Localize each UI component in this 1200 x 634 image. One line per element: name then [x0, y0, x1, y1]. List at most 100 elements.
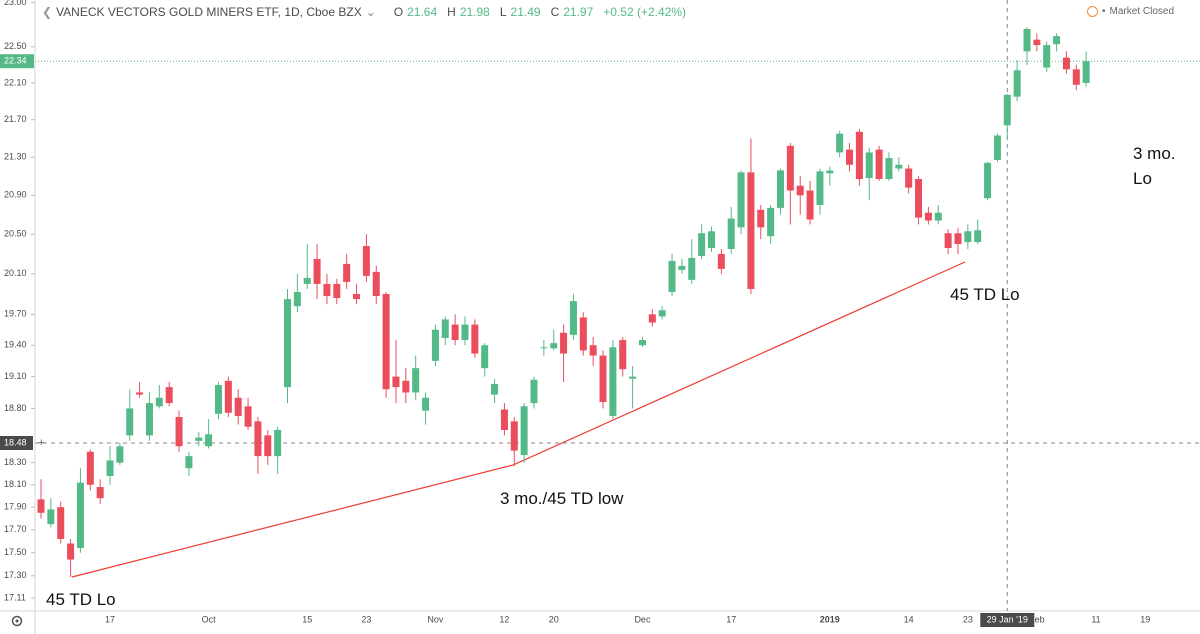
ohlc-label: C	[550, 5, 560, 19]
candle-body	[155, 397, 163, 407]
candle-body	[412, 368, 420, 393]
candle-body	[116, 446, 124, 463]
candle-body	[274, 429, 282, 457]
y-tick-label: 21.30	[4, 152, 27, 162]
candle-body	[234, 397, 242, 416]
candle-body	[589, 345, 597, 356]
settings-icon[interactable]	[11, 615, 23, 627]
candle-body	[688, 257, 696, 280]
y-tick-label: 19.10	[4, 371, 27, 381]
candle-body	[441, 319, 449, 338]
x-tick-label: 23	[361, 614, 371, 624]
candle-body	[491, 383, 499, 395]
symbol-title: VANECK VECTORS GOLD MINERS ETF, 1D, Cboe…	[56, 5, 362, 19]
candle-body	[372, 271, 380, 297]
change: +0.52 (+2.42%)	[603, 5, 686, 19]
candle-body	[915, 179, 923, 218]
collapse-icon[interactable]: ❮	[42, 5, 53, 19]
candle-body	[47, 509, 55, 525]
y-tick-label: 20.90	[4, 190, 27, 200]
y-tick-label: 18.10	[4, 479, 27, 489]
candle-body	[185, 456, 193, 469]
candle-body	[767, 207, 775, 237]
candle-body	[569, 301, 577, 335]
candle-body	[658, 310, 666, 317]
candle-body	[619, 340, 627, 370]
ohlc-label: L	[499, 5, 507, 19]
market-status: • Market Closed	[1087, 6, 1174, 17]
candle-body	[1013, 70, 1021, 97]
candle-body	[1003, 94, 1011, 126]
candle-body	[165, 387, 173, 404]
candle-body	[668, 260, 676, 292]
candle-body	[717, 253, 725, 269]
candle-body	[895, 164, 903, 169]
x-tick-label: 11	[1091, 614, 1100, 624]
clock-icon	[1087, 6, 1099, 17]
status-text: Market Closed	[1109, 6, 1174, 17]
candle-body	[924, 212, 932, 221]
ohlc-value: 21.49	[510, 5, 541, 19]
candle-body	[1072, 69, 1080, 85]
candle-body	[254, 421, 262, 457]
x-tick-label: 14	[904, 614, 914, 624]
candle-body	[777, 170, 784, 208]
crosshair-price-label: 18.48	[4, 437, 27, 447]
candle-body	[136, 392, 144, 395]
candle-body	[698, 233, 706, 256]
candle-body	[540, 347, 548, 349]
candle-body	[422, 397, 430, 411]
candle-body	[293, 291, 301, 307]
last-price-box	[0, 54, 34, 69]
candle-body	[500, 409, 508, 430]
x-tick-label: 23	[963, 614, 973, 624]
candle-body	[974, 230, 982, 243]
last-price-label: 22.34	[4, 56, 27, 66]
candle-body	[648, 314, 656, 323]
y-tick-label: 18.80	[4, 403, 27, 413]
candle-body	[284, 299, 291, 388]
y-tick-label: 17.70	[4, 524, 27, 534]
candle-body	[796, 185, 804, 196]
candle-body	[1062, 57, 1070, 70]
candle-body	[747, 172, 755, 289]
candle-body	[944, 233, 952, 249]
candle-body	[993, 135, 1001, 161]
x-tick-label: Oct	[202, 614, 217, 624]
candle-body	[451, 324, 459, 341]
candle-body	[205, 434, 213, 447]
ohlc-value: 21.64	[407, 5, 438, 19]
candle-body	[244, 406, 252, 427]
candle-body	[836, 133, 844, 153]
y-tick-label: 18.30	[4, 457, 27, 467]
y-tick-label: 17.50	[4, 547, 27, 557]
y-tick-label: 19.40	[4, 340, 27, 350]
candle-body	[1082, 61, 1090, 83]
crosshair-date-label: 29 Jan '19	[987, 614, 1028, 624]
y-tick-label: 17.30	[4, 570, 27, 580]
candle-body	[362, 246, 370, 276]
candle-body	[855, 131, 863, 180]
candle-body	[954, 233, 962, 245]
x-tick-label: 2019	[820, 614, 840, 624]
candle-body	[353, 293, 361, 300]
candle-body	[67, 543, 75, 560]
x-tick-label: 17	[105, 614, 115, 624]
candle-body	[629, 376, 637, 379]
candle-body	[1053, 36, 1061, 45]
candle-body	[224, 380, 232, 413]
candle-body	[599, 355, 607, 403]
candle-body	[323, 283, 331, 297]
ohlc-label: O	[393, 5, 404, 19]
dropdown-caret[interactable]: ⌄	[365, 5, 376, 19]
candle-body	[875, 149, 883, 180]
x-tick-label: 12	[499, 614, 509, 624]
ohlc-value: 21.97	[563, 5, 594, 19]
candle-body	[550, 343, 558, 349]
candle-body	[145, 403, 153, 436]
candle-body	[382, 293, 390, 390]
candle-body	[481, 345, 489, 369]
x-tick-label: 19	[1140, 614, 1150, 624]
candle-body	[934, 212, 942, 221]
